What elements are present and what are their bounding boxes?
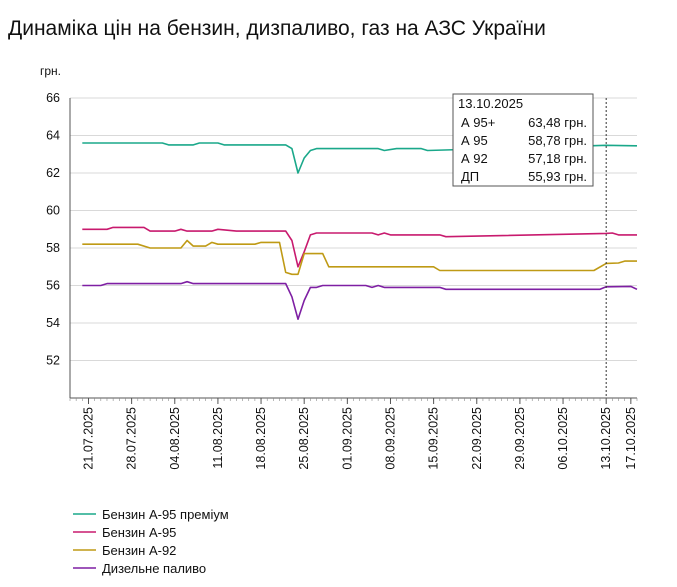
x-tick-label: 21.07.2025 — [81, 407, 95, 470]
y-axis-unit: грн. — [40, 64, 61, 78]
tooltip-date: 13.10.2025 — [458, 96, 523, 111]
y-tick-label: 54 — [46, 316, 60, 330]
y-tick-label: 64 — [46, 129, 60, 143]
y-tick-label: 60 — [46, 204, 60, 218]
x-tick-label: 17.10.2025 — [624, 407, 638, 470]
tooltip-label: А 95+ — [461, 115, 495, 130]
series-line — [82, 239, 637, 276]
legend-label: Бензин А-95 преміум — [102, 507, 229, 522]
x-tick-label: 06.10.2025 — [556, 407, 570, 470]
legend-label: Бензин А-92 — [102, 543, 176, 558]
tooltip-value: 57,18 грн. — [528, 151, 587, 166]
series-lines — [82, 142, 638, 320]
x-tick-label: 15.09.2025 — [427, 407, 441, 470]
series-line — [82, 280, 638, 320]
x-tick-label: 08.09.2025 — [383, 407, 397, 470]
y-tick-label: 62 — [46, 166, 60, 180]
y-tick-label: 52 — [46, 354, 60, 368]
legend: Бензин А-95 преміум Бензин А-95 Бензин А-9… — [73, 507, 229, 576]
series-line — [82, 226, 637, 268]
tooltip-box — [452, 93, 594, 187]
y-tick-label: 56 — [46, 279, 60, 293]
y-tick-label: 58 — [46, 241, 60, 255]
tooltip: 13.10.2025 А 95+ 63,48 грн. А 95 58,78 грн. А… — [452, 93, 594, 187]
tooltip-value: 55,93 грн. — [528, 169, 587, 184]
legend-label: Бензин А-95 — [102, 525, 176, 540]
x-tick-label: 22.09.2025 — [470, 407, 484, 470]
series-line — [82, 142, 638, 174]
x-axis-ticks: 21.07.2025 28.07.2025 04.08.2025 11.08.2025… — [69, 398, 638, 470]
x-tick-label: 25.08.2025 — [297, 407, 311, 470]
tooltip-value: 58,78 грн. — [528, 133, 587, 148]
y-tick-label: 66 — [46, 91, 60, 105]
x-tick-label: 01.09.2025 — [340, 407, 354, 470]
x-tick-label: 04.08.2025 — [168, 407, 182, 470]
page-title: Динаміка цін на бензин, дизпаливо, газ н… — [8, 17, 546, 40]
x-tick-label: 28.07.2025 — [125, 407, 139, 470]
x-tick-label: 18.08.2025 — [254, 407, 268, 470]
tooltip-label: ДП — [461, 169, 479, 184]
y-axis-ticks: 52 54 56 58 60 62 64 66 грн. — [40, 64, 61, 368]
x-tick-label: 29.09.2025 — [513, 407, 527, 470]
tooltip-label: А 95 — [461, 133, 488, 148]
tooltip-label: А 92 — [461, 151, 488, 166]
x-tick-label: 11.08.2025 — [211, 407, 225, 469]
legend-label: Дизельне паливо — [102, 561, 206, 576]
tooltip-value: 63,48 грн. — [528, 115, 587, 130]
x-tick-label: 13.10.2025 — [599, 407, 613, 470]
